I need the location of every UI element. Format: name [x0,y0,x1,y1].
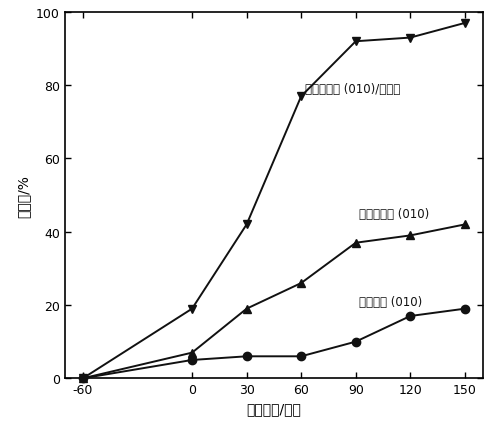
Text: 氯碰氧化钐 (010)/石墨烯: 氯碰氧化钐 (010)/石墨烯 [305,83,400,96]
Text: 氯碰氧化钐 (010): 氯碰氧化钐 (010) [360,207,430,221]
Y-axis label: 脱色率/%: 脱色率/% [16,174,30,217]
Text: 碰氧化钐 (010): 碰氧化钐 (010) [360,295,423,308]
X-axis label: 照射时间/分钟: 照射时间/分钟 [247,402,301,416]
